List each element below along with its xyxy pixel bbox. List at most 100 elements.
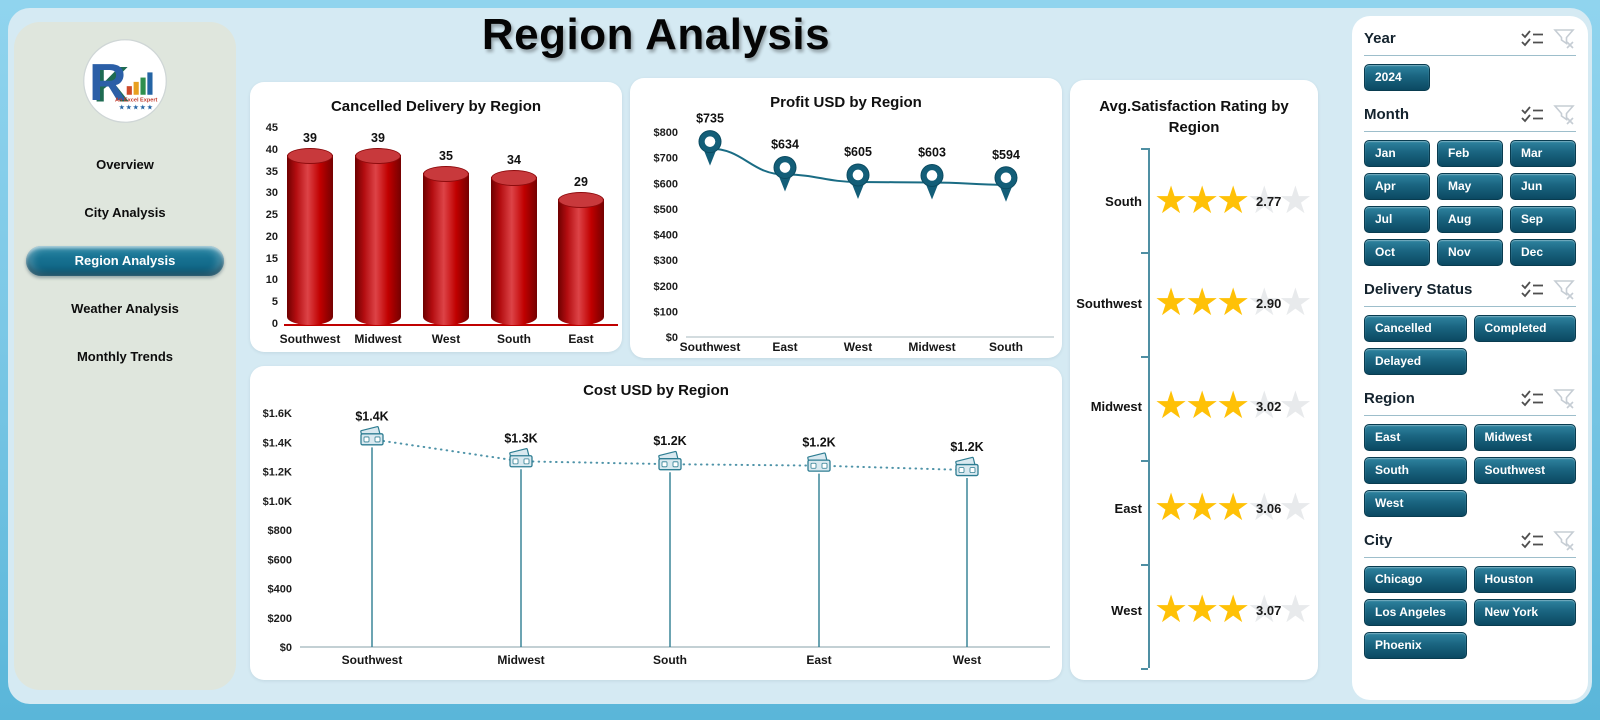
clear-filter-icon[interactable] (1552, 28, 1576, 49)
slicer-button-cancelled[interactable]: Cancelled (1364, 315, 1467, 342)
clear-filter-icon[interactable] (1552, 388, 1576, 409)
x-axis-category-label: Southwest (342, 653, 403, 667)
banknote-marker-south[interactable] (658, 450, 682, 471)
x-axis-category-label: East (772, 340, 797, 354)
card-satisfaction-rating: Avg.Satisfaction Rating by Region South ★… (1070, 80, 1318, 680)
slicer-button-houston[interactable]: Houston (1473, 566, 1576, 593)
clear-filter-icon[interactable] (1552, 279, 1576, 300)
multi-select-icon[interactable] (1520, 106, 1544, 123)
map-pin-marker-south[interactable] (994, 166, 1018, 202)
slicer-button-east[interactable]: East (1364, 424, 1467, 451)
bar-value-label: 29 (574, 174, 588, 189)
banknote-marker-midwest[interactable] (509, 448, 533, 468)
slicer-button-dec[interactable]: Dec (1510, 239, 1576, 266)
star-rating-icons[interactable]: ★★★★★ (1154, 165, 1312, 237)
slicer-button-nov[interactable]: Nov (1437, 239, 1503, 266)
slicer-button-los-angeles[interactable]: Los Angeles (1364, 599, 1467, 626)
multi-select-icon[interactable] (1520, 390, 1544, 407)
slicer-button-west[interactable]: West (1364, 490, 1467, 517)
multi-select-icon[interactable] (1520, 532, 1544, 549)
slicer-button-sep[interactable]: Sep (1510, 206, 1576, 233)
bar-midwest[interactable] (355, 148, 401, 325)
bar-southwest[interactable] (287, 148, 333, 325)
gold-star-icon: ★ (1154, 282, 1188, 324)
slicer-button-mar[interactable]: Mar (1510, 140, 1576, 167)
slicer-button-jul[interactable]: Jul (1364, 206, 1430, 233)
slicer-button-jan[interactable]: Jan (1364, 140, 1430, 167)
map-pin-marker-west[interactable] (846, 163, 870, 199)
slicer-button-midwest[interactable]: Midwest (1473, 424, 1576, 451)
slicer-button-completed[interactable]: Completed (1473, 315, 1576, 342)
map-pin-marker-southwest[interactable] (698, 130, 722, 166)
rating-value: 3.06 (1256, 501, 1282, 516)
cost-chart-svg: $0 $200 $400 $600 $800 $1.0K $1.2K $1.4K $1.6K $1… (263, 408, 1050, 667)
slicer-button-2024[interactable]: 2024 (1364, 64, 1430, 91)
banknote-marker-west[interactable] (955, 456, 979, 477)
slicer-title: Month (1364, 106, 1409, 123)
y-axis-tick: $800 (268, 525, 292, 537)
grey-star-icon: ★ (1278, 487, 1312, 529)
rating-chart-plot: South ★★★★★ 2.77 Southwest ★★★★★ 2.90 Midwest ★… (1070, 80, 1318, 680)
map-pin-marker-east[interactable] (773, 156, 797, 192)
y-axis-tick: 10 (265, 274, 278, 287)
rating-value: 3.07 (1256, 603, 1282, 618)
slicer-button-apr[interactable]: Apr (1364, 173, 1430, 200)
slicer-button-phoenix[interactable]: Phoenix (1364, 632, 1467, 659)
slicer-button-jun[interactable]: Jun (1510, 173, 1576, 200)
slicer-button-feb[interactable]: Feb (1437, 140, 1503, 167)
map-pin-marker-midwest[interactable] (920, 163, 944, 200)
x-axis-category-label: West (431, 332, 461, 346)
slicer-title: City (1364, 532, 1393, 549)
y-axis-tick: 35 (265, 165, 278, 178)
grey-star-icon: ★ (1278, 589, 1312, 631)
sidebar-item-overview[interactable]: Overview (96, 157, 154, 172)
rating-row-west: West ★★★★★ 3.07 (1070, 574, 1318, 646)
data-label: $1.2K (802, 436, 835, 450)
sidebar-item-monthly-trends[interactable]: Monthly Trends (76, 349, 174, 364)
data-label: $1.3K (504, 431, 537, 445)
slicer-button-aug[interactable]: Aug (1437, 206, 1503, 233)
bar-south[interactable] (491, 169, 537, 325)
slicer-button-may[interactable]: May (1437, 173, 1503, 200)
sidebar-item-region-analysis[interactable]: Region Analysis (26, 246, 224, 276)
y-axis-tick: $200 (654, 281, 678, 293)
y-axis-tick: $1.6K (263, 408, 292, 420)
star-rating-icons[interactable]: ★★★★★ (1154, 574, 1312, 646)
x-axis-category-label: East (568, 332, 594, 346)
bar-east[interactable] (558, 191, 604, 325)
slicer-button-south[interactable]: South (1364, 457, 1467, 484)
star-rating-icons[interactable]: ★★★★★ (1154, 370, 1312, 442)
slicer-options: East Midwest South Southwest West (1364, 424, 1576, 517)
slicer-title: Region (1364, 390, 1415, 407)
star-rating-icons[interactable]: ★★★★★ (1154, 472, 1312, 544)
rating-category-label: West (1111, 603, 1142, 618)
grey-star-icon: ★ (1247, 487, 1281, 529)
star-rating-icons[interactable]: ★★★★★ (1154, 267, 1312, 339)
slicer-button-southwest[interactable]: Southwest (1473, 457, 1576, 484)
clear-filter-icon[interactable] (1552, 104, 1576, 125)
y-axis-tick: 15 (265, 252, 278, 265)
slicer-button-chicago[interactable]: Chicago (1364, 566, 1467, 593)
chart-title-rating: Avg.Satisfaction Rating by Region (1099, 98, 1289, 136)
logo-subtitle: An Excel Expert (115, 98, 158, 104)
rating-category-label: South (1105, 194, 1142, 209)
sidebar-item-city-analysis[interactable]: City Analysis (84, 205, 166, 220)
logo: K R An Excel Expert ★★★★★ (14, 38, 236, 124)
logo-bars-icon (126, 72, 153, 95)
y-axis-tick: $1.2K (263, 467, 292, 479)
slicer-button-new-york[interactable]: New York (1473, 599, 1576, 626)
x-axis-category-label: Southwest (680, 340, 741, 354)
bar-west[interactable] (423, 165, 469, 325)
bar-value-label: 39 (303, 131, 317, 146)
multi-select-icon[interactable] (1520, 30, 1544, 47)
slicer-button-delayed[interactable]: Delayed (1364, 348, 1467, 375)
banknote-marker-east[interactable] (807, 452, 831, 472)
clear-filter-icon[interactable] (1552, 530, 1576, 551)
sidebar-item-weather-analysis[interactable]: Weather Analysis (71, 301, 179, 316)
multi-select-icon[interactable] (1520, 281, 1544, 298)
slicer-button-oct[interactable]: Oct (1364, 239, 1430, 266)
grey-star-icon: ★ (1278, 282, 1312, 324)
slicer-header: Month (1364, 104, 1576, 125)
slicer-year: Year 2024 (1364, 28, 1576, 91)
banknote-marker-southwest[interactable] (360, 426, 384, 446)
